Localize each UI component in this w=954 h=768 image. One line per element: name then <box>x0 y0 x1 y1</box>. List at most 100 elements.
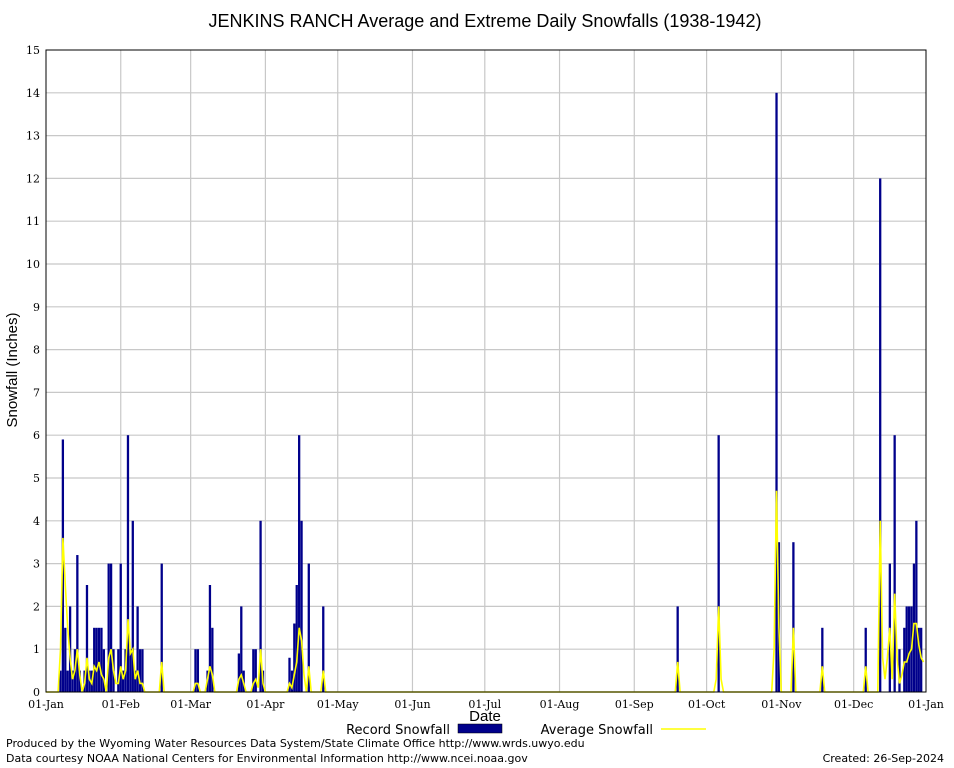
record-snowfall-bar <box>109 563 113 692</box>
record-snowfall-bar <box>160 563 163 692</box>
record-snowfall-bar <box>322 606 325 692</box>
record-snowfall-bar <box>295 585 298 692</box>
chart-title: JENKINS RANCH Average and Extreme Daily … <box>209 11 762 31</box>
record-snowfall-bar <box>254 649 257 692</box>
record-snowfall-bar <box>907 606 911 692</box>
x-tick-label: 01-Aug <box>540 698 580 711</box>
record-snowfall-bar <box>66 670 69 692</box>
record-snowfall-bar <box>134 670 137 692</box>
record-snowfall-bar <box>78 670 81 692</box>
record-snowfall-bar <box>893 435 896 692</box>
x-tick-label: 01-Oct <box>688 698 726 711</box>
record-snowfall-bar <box>717 435 720 692</box>
y-tick-label: 5 <box>33 472 40 485</box>
x-axis-tick-labels: 01-Jan 01-Feb 01-Mar 01-Apr 01-May 01-Jun 01-J… <box>28 698 944 711</box>
record-snowfall-bar <box>903 627 906 692</box>
x-tick-label: 01-Feb <box>102 698 140 711</box>
x-tick-label: 01-Jan <box>908 698 944 711</box>
credit-line-noaa: Data courtesy NOAA National Centers for … <box>6 752 528 765</box>
record-snowfall-bar <box>307 563 310 692</box>
x-tick-label: 01-Jun <box>394 698 430 711</box>
snowfall-chart: JENKINS RANCH Average and Extreme Daily … <box>4 11 944 738</box>
record-snowfall-bar <box>64 627 67 692</box>
x-tick-label: 01-Nov <box>761 698 802 711</box>
y-tick-label: 11 <box>26 215 40 228</box>
record-snowfall-bar <box>237 653 241 692</box>
record-snowfall-bar <box>920 627 923 692</box>
y-axis-label: Snowfall (Inches) <box>4 312 21 427</box>
record-snowfall-bar <box>138 649 142 692</box>
record-snowfall-bar <box>792 542 795 692</box>
record-snowfall-bar <box>196 649 200 692</box>
record-snowfall-bars <box>59 92 923 693</box>
x-tick-label: 01-Sep <box>615 698 654 711</box>
record-snowfall-bar <box>252 649 255 692</box>
x-tick-label: 01-May <box>317 698 360 711</box>
record-snowfall-bar <box>879 178 882 692</box>
record-snowfall-bar <box>915 520 918 692</box>
x-tick-label: 01-Mar <box>170 698 212 711</box>
record-snowfall-bar <box>211 627 214 692</box>
y-tick-label: 13 <box>26 130 40 143</box>
record-snowfall-bar <box>93 627 96 692</box>
record-snowfall-bar <box>126 435 130 692</box>
record-snowfall-bar <box>136 606 139 692</box>
record-snowfall-bar <box>141 649 144 692</box>
y-tick-label: 15 <box>26 44 40 57</box>
y-tick-label: 2 <box>33 600 40 613</box>
plot-frame <box>45 49 927 693</box>
record-snowfall-bar <box>102 649 106 692</box>
x-tick-label: 01-Apr <box>246 698 285 711</box>
record-snowfall-bar <box>71 670 74 692</box>
record-snowfall-bar <box>107 563 110 692</box>
grid-lines <box>46 50 926 692</box>
record-snowfall-bar <box>85 585 89 692</box>
legend-swatch-record <box>457 723 503 734</box>
record-snowfall-bar <box>122 670 125 692</box>
record-snowfall-bar <box>917 627 920 692</box>
record-snowfall-bar <box>290 670 294 692</box>
created-date: Created: 26-Sep-2024 <box>822 752 944 765</box>
x-tick-label: 01-Jan <box>28 698 64 711</box>
y-tick-label: 4 <box>33 515 40 528</box>
record-snowfall-bar <box>864 627 867 692</box>
record-snowfall-bar <box>131 520 134 692</box>
x-tick-label: 01-Dec <box>834 698 873 711</box>
record-snowfall-bar <box>259 520 262 692</box>
y-tick-label: 7 <box>33 386 40 399</box>
record-snowfall-bar <box>97 627 101 692</box>
y-tick-label: 6 <box>33 429 40 442</box>
record-snowfall-bar <box>676 606 679 692</box>
record-snowfall-bar <box>59 670 62 692</box>
record-snowfall-bar <box>298 435 301 692</box>
legend-label-average: Average Snowfall <box>541 723 653 738</box>
y-tick-label: 0 <box>33 686 40 699</box>
record-snowfall-bar <box>898 649 901 692</box>
record-snowfall-bar <box>194 649 197 692</box>
record-snowfall-bar <box>288 657 291 692</box>
record-snowfall-bar <box>88 670 91 692</box>
record-snowfall-bar <box>76 555 79 692</box>
legend-label-record: Record Snowfall <box>346 723 450 738</box>
record-snowfall-bar <box>129 649 132 692</box>
record-snowfall-bar <box>100 627 103 692</box>
legend: Record Snowfall Average Snowfall <box>346 723 706 738</box>
record-snowfall-bar <box>293 623 296 692</box>
y-tick-label: 14 <box>26 87 40 100</box>
record-snowfall-bar <box>240 606 243 692</box>
y-tick-label: 10 <box>26 258 40 271</box>
record-snowfall-bar <box>775 92 778 693</box>
x-axis-label: Date <box>469 708 501 725</box>
record-snowfall-bar <box>300 520 303 692</box>
y-tick-label: 3 <box>33 558 40 571</box>
record-snowfall-bar <box>95 627 98 692</box>
record-snowfall-bar <box>117 649 120 692</box>
credit-line-wrds: Produced by the Wyoming Water Resources … <box>6 737 585 750</box>
y-tick-label: 9 <box>33 301 40 314</box>
record-snowfall-bar <box>905 606 908 692</box>
y-tick-label: 12 <box>26 172 40 185</box>
record-snowfall-bar <box>119 563 122 692</box>
x-tick-label: 01-Jul <box>468 698 501 711</box>
y-tick-label: 1 <box>33 643 40 656</box>
